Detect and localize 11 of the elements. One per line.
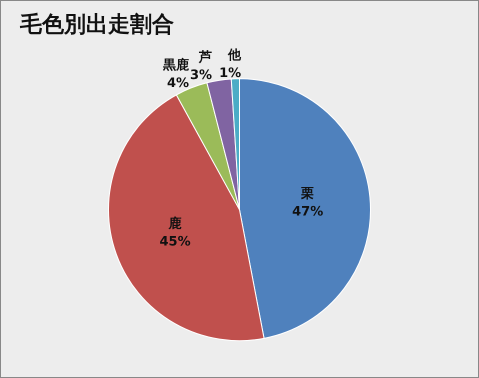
slice-label: 黒鹿 <box>162 56 190 73</box>
slice-label: 他 <box>227 48 242 64</box>
data-label: 3% <box>190 68 212 83</box>
data-label: 47% <box>292 204 324 220</box>
slice-label: 鹿 <box>168 215 182 232</box>
data-label: 4% <box>166 76 190 91</box>
slice-label: 栗 <box>300 186 314 202</box>
slice-label: 芦 <box>198 50 212 65</box>
data-label: 45% <box>159 234 191 250</box>
data-label: 1% <box>219 66 242 82</box>
chart-title: 毛色別出走割合 <box>19 12 174 38</box>
